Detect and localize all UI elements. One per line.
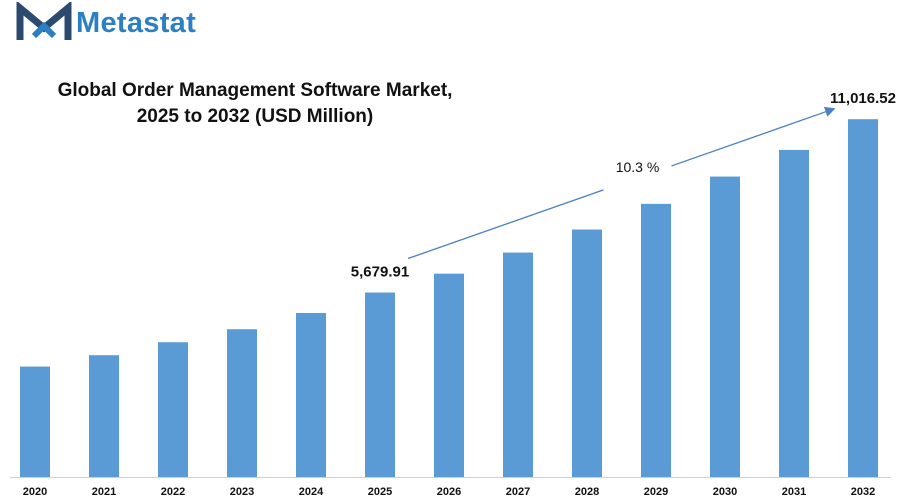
bar-2023: [227, 329, 257, 477]
x-tick-label-2024: 2024: [299, 486, 324, 498]
brand-name: Metastat: [76, 6, 197, 39]
metastat-m-logo-icon: [16, 2, 72, 40]
bar-2032: [848, 119, 878, 478]
bar-2030: [710, 176, 740, 478]
trend-arrow-segment-1: [407, 189, 604, 260]
x-tick-label-2021: 2021: [92, 486, 116, 498]
bar-2025: [365, 292, 395, 477]
x-tick-label-2027: 2027: [506, 486, 530, 498]
x-tick-label-2020: 2020: [23, 486, 47, 498]
chart-title-line-1: Global Order Management Software Market,: [57, 80, 453, 101]
x-tick-label-2031: 2031: [782, 486, 806, 498]
brand-logo: Metastat: [14, 2, 196, 44]
x-tick-label-2026: 2026: [437, 486, 461, 498]
trend-arrow-segment-2: [671, 106, 836, 167]
bar-2022: [158, 342, 188, 477]
x-tick-label-2025: 2025: [368, 486, 392, 498]
x-tick-label-2029: 2029: [644, 486, 668, 498]
bar-2031: [779, 149, 809, 477]
x-tick-label-2028: 2028: [575, 486, 599, 498]
data-label-2025: 5,679.91: [351, 264, 409, 281]
x-tick-label-2030: 2030: [713, 486, 737, 498]
x-tick-label-2023: 2023: [230, 486, 254, 498]
bar-2027: [503, 252, 533, 477]
bar-2021: [89, 355, 119, 477]
x-tick-label-2022: 2022: [161, 486, 185, 498]
data-label-2032: 11,016.52: [830, 90, 896, 107]
bar-2024: [296, 312, 326, 477]
bar-2026: [434, 273, 464, 477]
bar-2020: [20, 366, 50, 477]
bar-2029: [641, 203, 671, 477]
x-tick-label-2032: 2032: [851, 486, 875, 498]
chart-title: Global Order Management Software Market,…: [30, 78, 480, 130]
bar-2028: [572, 229, 602, 477]
chart-title-line-2: 2025 to 2032 (USD Million): [136, 106, 374, 127]
trend-cagr-label: 10.3 %: [616, 159, 660, 175]
